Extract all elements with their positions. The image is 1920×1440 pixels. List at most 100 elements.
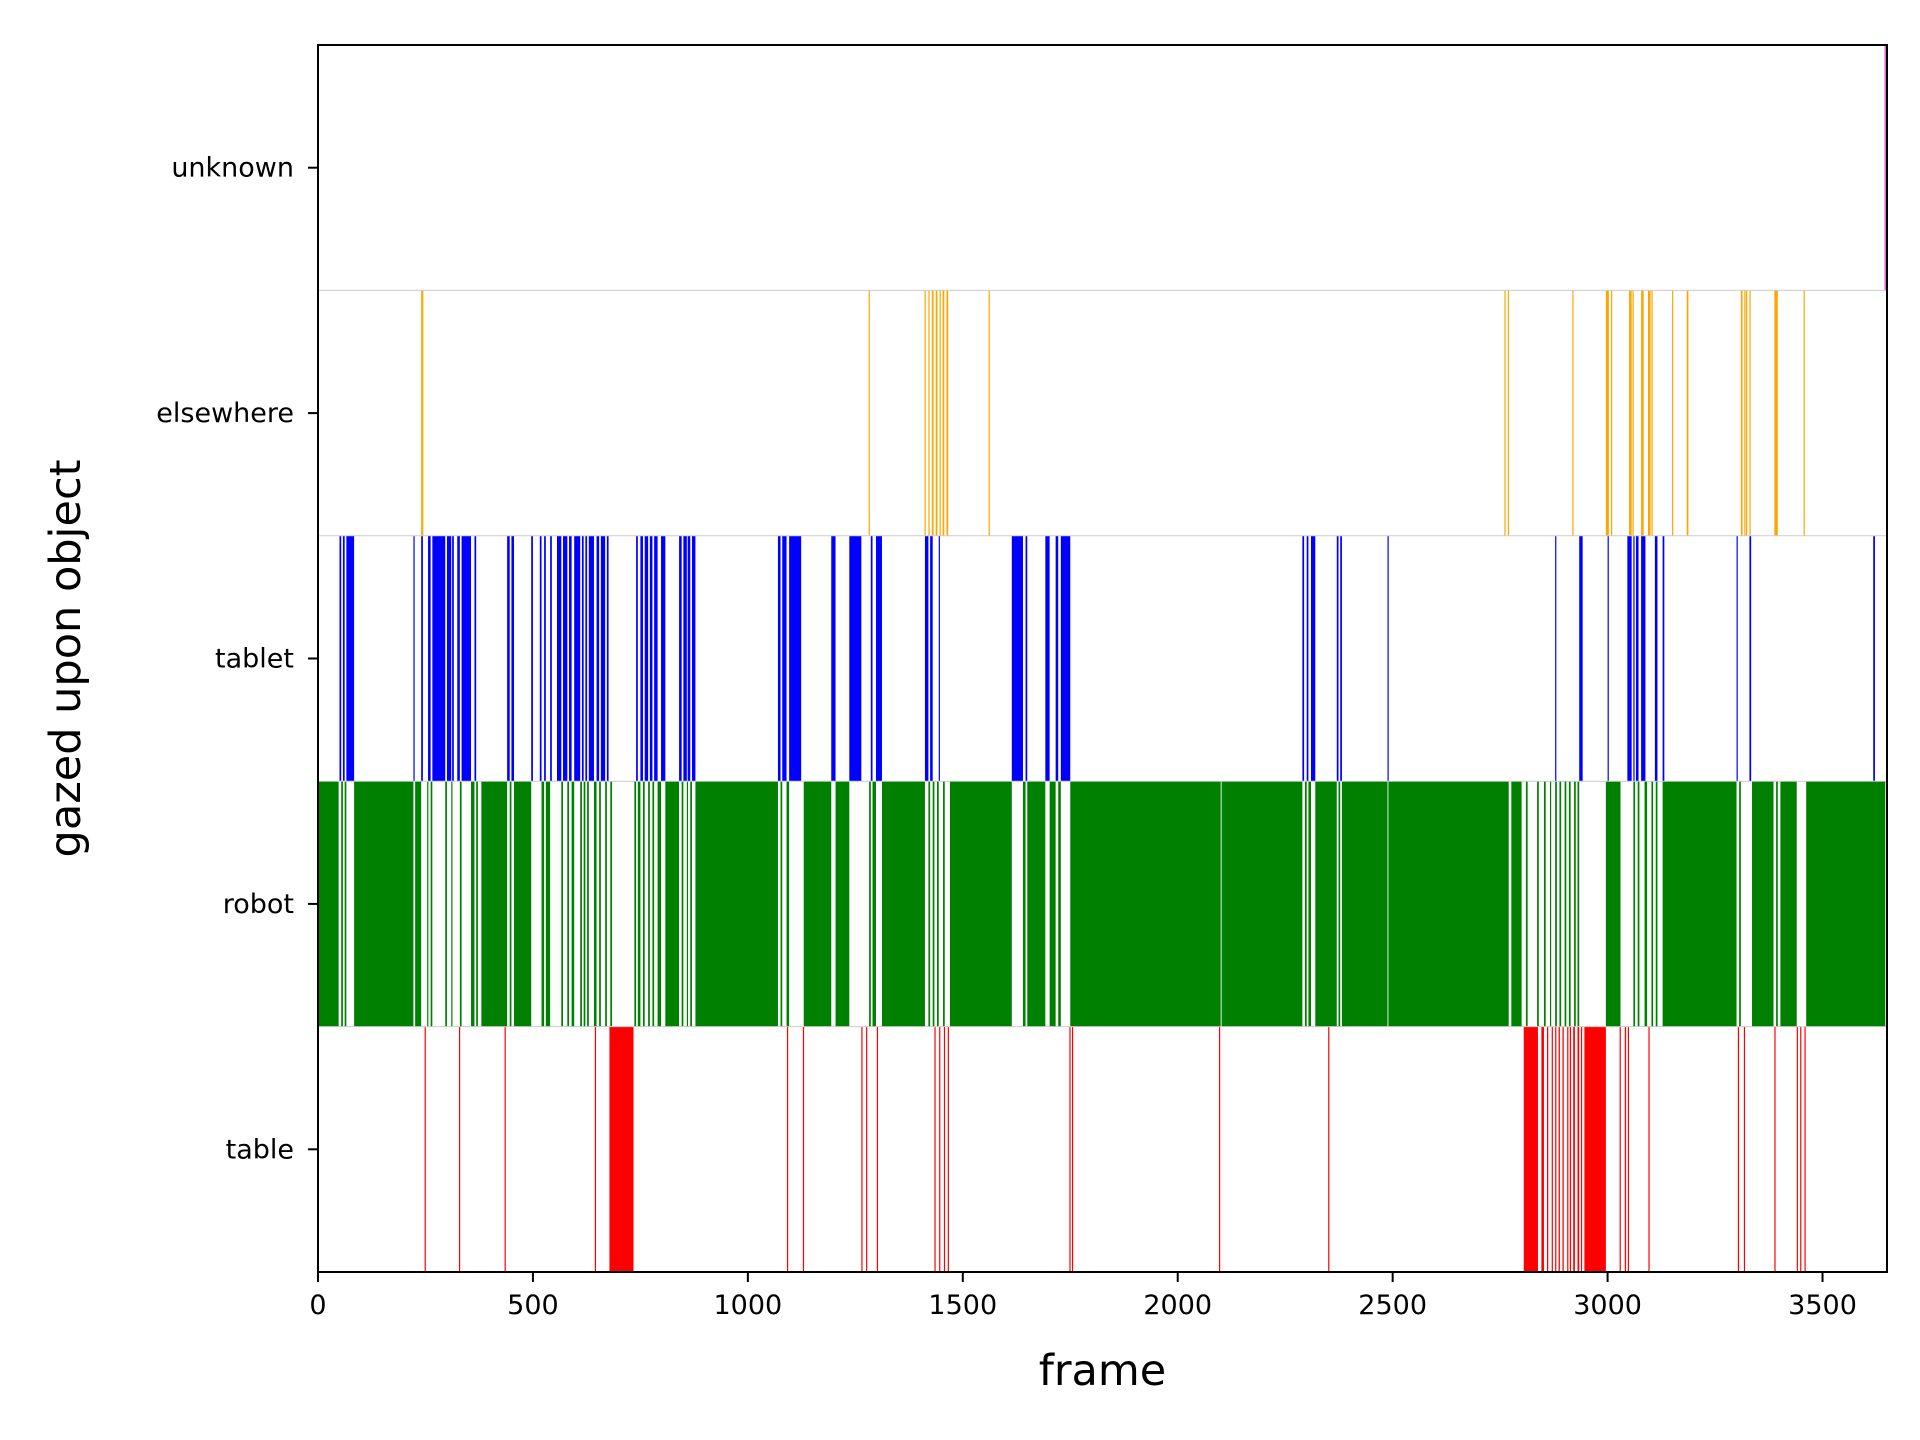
bar-table-26 xyxy=(1569,1026,1572,1272)
bar-elsewhere-1 xyxy=(868,290,870,536)
bar-robot-21 xyxy=(583,781,586,1027)
bar-tablet-68 xyxy=(1736,535,1738,782)
bar-table-2 xyxy=(504,1026,506,1272)
bar-robot-64 xyxy=(1537,781,1539,1027)
y-tick-label-table: table xyxy=(226,1134,294,1165)
bar-tablet-45 xyxy=(924,535,929,782)
bar-tablet-70 xyxy=(1873,535,1875,782)
bar-elsewhere-21 xyxy=(1686,290,1689,536)
bar-robot-7 xyxy=(445,781,447,1027)
bar-robot-10 xyxy=(471,781,475,1027)
bar-tablet-15 xyxy=(539,535,542,782)
bar-robot-13 xyxy=(509,781,512,1027)
bar-robot-65 xyxy=(1543,781,1546,1027)
bar-robot-9 xyxy=(459,781,462,1027)
bar-robot-17 xyxy=(561,781,564,1027)
y-tick-label-elsewhere: elsewhere xyxy=(156,398,294,429)
bar-table-39 xyxy=(1800,1026,1802,1272)
bar-table-29 xyxy=(1580,1026,1583,1272)
bar-robot-53 xyxy=(1058,781,1061,1027)
bar-tablet-40 xyxy=(789,535,802,782)
bar-elsewhere-13 xyxy=(1605,290,1609,536)
bar-tablet-7 xyxy=(446,535,452,782)
bar-tablet-17 xyxy=(550,535,552,782)
bar-elsewhere-2 xyxy=(924,290,926,536)
bar-table-15 xyxy=(1071,1026,1074,1272)
bar-tablet-48 xyxy=(1011,535,1023,782)
bar-tablet-67 xyxy=(1662,535,1665,782)
bar-robot-8 xyxy=(451,781,453,1027)
bar-tablet-54 xyxy=(1306,535,1309,782)
bar-robot-14 xyxy=(514,781,532,1027)
bar-robot-46 xyxy=(932,781,935,1027)
bar-tablet-60 xyxy=(1579,535,1583,782)
bar-robot-42 xyxy=(869,781,871,1027)
bar-robot-37 xyxy=(695,781,778,1027)
bar-tablet-65 xyxy=(1641,535,1646,782)
bar-robot-40 xyxy=(803,781,832,1027)
y-tick-label-unknown: unknown xyxy=(171,153,294,184)
bar-table-12 xyxy=(943,1026,946,1272)
bar-table-34 xyxy=(1648,1026,1650,1272)
bar-tablet-18 xyxy=(557,535,562,782)
bar-robot-80 xyxy=(1739,781,1741,1027)
bar-tablet-62 xyxy=(1627,535,1632,782)
bar-tablet-10 xyxy=(461,535,472,782)
bar-table-10 xyxy=(934,1026,936,1272)
bar-tablet-64 xyxy=(1635,535,1639,782)
bar-table-38 xyxy=(1796,1026,1798,1272)
x-tick-label-3500: 3500 xyxy=(1788,1290,1857,1321)
bar-tablet-63 xyxy=(1633,535,1635,782)
bar-table-32 xyxy=(1624,1026,1627,1272)
bar-tablet-58 xyxy=(1387,535,1389,782)
bar-tablet-35 xyxy=(683,535,687,782)
bar-table-14 xyxy=(1069,1026,1071,1272)
bar-table-35 xyxy=(1737,1026,1740,1272)
bar-table-7 xyxy=(861,1026,863,1272)
bar-robot-66 xyxy=(1549,781,1552,1027)
bar-robot-61 xyxy=(1388,781,1509,1027)
bar-tablet-51 xyxy=(1055,535,1059,782)
bar-robot-35 xyxy=(686,781,689,1027)
bar-table-37 xyxy=(1774,1026,1776,1272)
bar-robot-45 xyxy=(928,781,931,1027)
bar-robot-3 xyxy=(354,781,414,1027)
bar-table-19 xyxy=(1541,1026,1544,1272)
bar-elsewhere-18 xyxy=(1647,290,1651,536)
bar-elsewhere-16 xyxy=(1632,290,1634,536)
bar-table-24 xyxy=(1562,1026,1564,1272)
bar-robot-43 xyxy=(872,781,876,1027)
x-tick-label-3000: 3000 xyxy=(1573,1290,1642,1321)
bar-elsewhere-19 xyxy=(1651,290,1653,536)
bar-tablet-66 xyxy=(1654,535,1658,782)
bar-table-13 xyxy=(947,1026,949,1272)
bar-table-1 xyxy=(458,1026,461,1272)
bar-robot-69 xyxy=(1564,781,1567,1027)
bar-robot-48 xyxy=(943,781,945,1027)
bar-tablet-42 xyxy=(849,535,862,782)
bar-robot-70 xyxy=(1568,781,1571,1027)
bar-table-31 xyxy=(1619,1026,1621,1272)
bar-table-18 xyxy=(1523,1026,1538,1272)
bar-elsewhere-26 xyxy=(1774,290,1778,536)
bar-elsewhere-24 xyxy=(1746,290,1748,536)
bar-robot-84 xyxy=(1806,781,1886,1027)
bar-robot-30 xyxy=(648,781,650,1027)
bar-robot-38 xyxy=(780,781,783,1027)
bar-robot-1 xyxy=(341,781,343,1027)
bar-tablet-29 xyxy=(640,535,643,782)
bar-tablet-56 xyxy=(1336,535,1339,782)
bar-table-9 xyxy=(876,1026,879,1272)
bar-tablet-16 xyxy=(544,535,546,782)
bar-robot-82 xyxy=(1776,781,1778,1027)
bar-tablet-8 xyxy=(452,535,454,782)
bar-tablet-25 xyxy=(596,535,600,782)
bar-robot-41 xyxy=(835,781,850,1027)
bar-robot-20 xyxy=(580,781,582,1027)
bar-table-16 xyxy=(1218,1026,1221,1272)
bar-elsewhere-8 xyxy=(946,290,949,536)
bar-tablet-61 xyxy=(1607,535,1609,782)
bar-table-28 xyxy=(1577,1026,1580,1272)
x-axis-label: frame xyxy=(1039,1346,1167,1396)
y-axis-ticks: table robot tablet elsewhere unknown xyxy=(156,153,318,1165)
